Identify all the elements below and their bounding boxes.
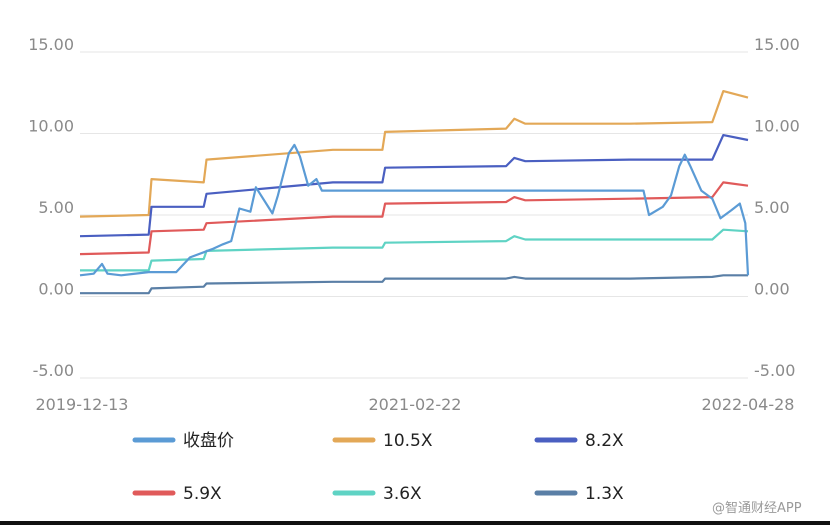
legend-label: 1.3X [585,484,624,504]
y-tick-right: 10.00 [754,117,800,136]
y-tick-left: 0.00 [38,280,74,299]
series-line-1 [79,90,749,218]
y-axis-left: 15.00 10.00 5.00 0.00 -5.00 [28,35,74,380]
x-axis: 2019-12-13 2021-02-22 2022-04-28 [36,395,795,414]
y-axis-right: 15.00 10.00 5.00 0.00 -5.00 [754,35,800,380]
legend-label: 3.6X [383,484,422,504]
series-line-0 [79,143,750,277]
legend-label: 5.9X [183,484,222,504]
legend-label: 10.5X [383,431,433,451]
watermark: @智通财经APP [712,501,802,516]
x-tick: 2022-04-28 [702,395,795,414]
legend-label: 8.2X [585,431,624,451]
y-tick-right: 5.00 [754,198,790,217]
y-tick-left: 5.00 [38,198,74,217]
y-tick-right: -5.00 [754,361,795,380]
grid-lines [80,51,748,379]
bottom-border [0,521,830,525]
legend: 收盘价 10.5X 8.2X 5.9X 3.6X 1.3X [132,431,624,504]
series-lines [79,90,750,295]
y-tick-right: 0.00 [754,280,790,299]
series-line-2 [79,134,749,238]
series-line-4 [80,228,749,272]
y-tick-right: 15.00 [754,35,800,54]
x-tick: 2019-12-13 [36,395,129,414]
legend-label: 收盘价 [183,431,234,451]
series-line-3 [79,181,749,256]
y-tick-left: 15.00 [28,35,74,54]
series-line-5 [80,274,748,295]
y-tick-left: 10.00 [28,117,74,136]
y-tick-left: -5.00 [33,361,74,380]
x-tick: 2021-02-22 [369,395,462,414]
